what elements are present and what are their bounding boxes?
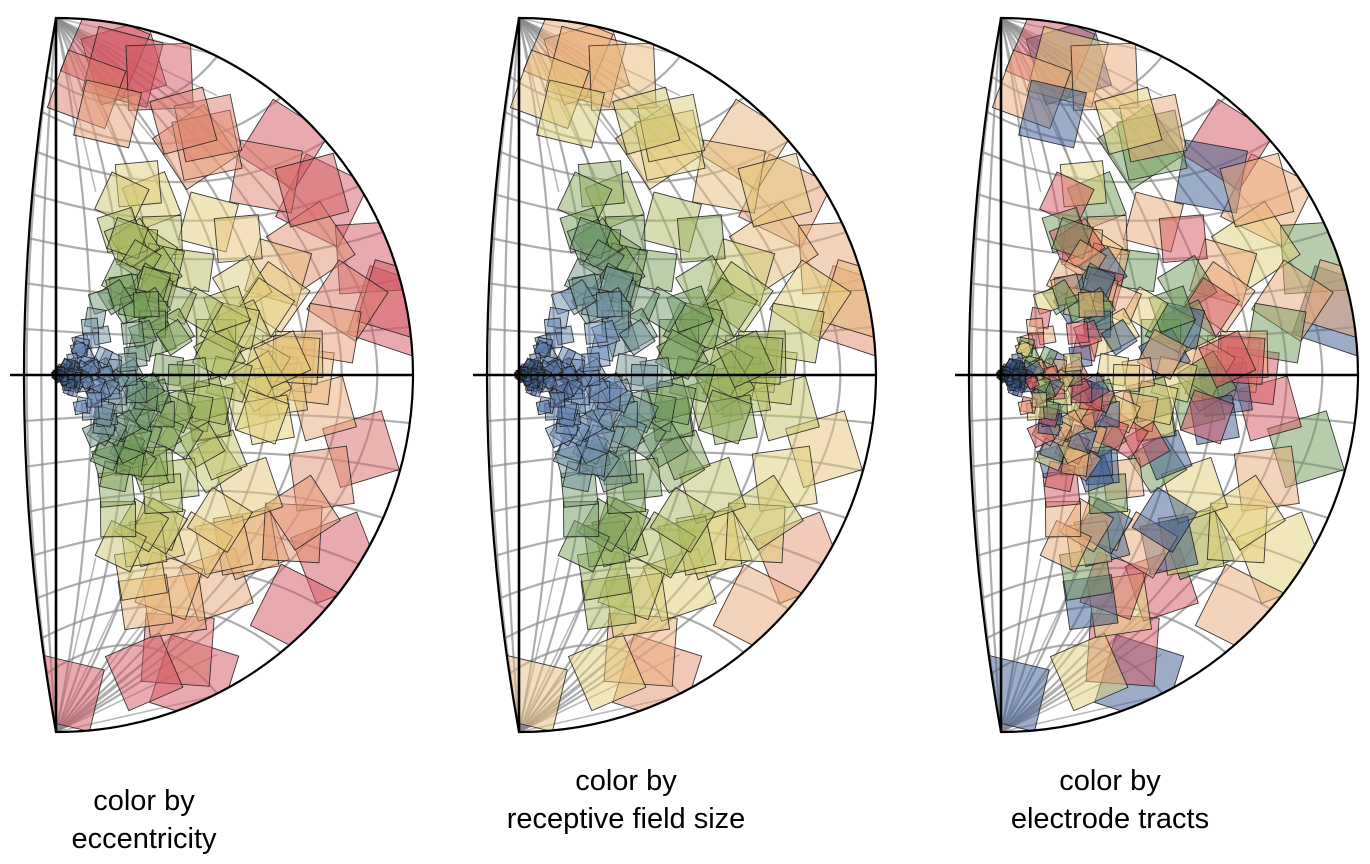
- receptive-field: [612, 86, 681, 155]
- receptive-field: [73, 79, 143, 149]
- receptive-field: [1024, 374, 1040, 391]
- receptive-field: [1158, 214, 1208, 264]
- receptive-field: [727, 474, 804, 551]
- receptive-field: [567, 632, 647, 712]
- receptive-field: [649, 486, 717, 553]
- receptive-field: [264, 474, 341, 551]
- receptive-field: [186, 486, 254, 553]
- receptive-field: [1179, 389, 1235, 445]
- receptive-field: [155, 318, 193, 356]
- receptive-field: [72, 399, 89, 416]
- receptive-fields: [972, 18, 1358, 732]
- receptive-field: [1094, 86, 1163, 155]
- receptive-field: [1131, 486, 1199, 553]
- receptive-field: [1049, 632, 1129, 712]
- receptive-field: [1100, 318, 1138, 356]
- receptive-field: [583, 320, 608, 345]
- caption-receptive-field-size: color by receptive field size: [476, 762, 776, 838]
- visual-field-panel-electrode-tracts: [955, 16, 1360, 734]
- caption-line-1: color by: [93, 785, 195, 817]
- receptive-field: [253, 330, 312, 389]
- receptive-field: [697, 389, 753, 445]
- receptive-field: [542, 374, 558, 391]
- caption-line-2: eccentricity: [71, 823, 217, 855]
- receptive-field: [556, 345, 577, 366]
- receptive-field: [1112, 363, 1141, 392]
- hemifield-outline: [22, 16, 415, 734]
- hemifield-outline: [485, 16, 878, 734]
- receptive-field: [132, 291, 160, 318]
- receptive-field: [595, 291, 623, 318]
- receptive-field: [104, 632, 184, 712]
- receptive-field: [716, 330, 775, 389]
- receptive-field: [149, 86, 218, 155]
- receptive-field: [1198, 330, 1257, 389]
- receptive-field: [676, 214, 726, 264]
- receptive-field: [535, 399, 552, 416]
- receptive-field: [234, 389, 290, 445]
- receptive-field: [86, 392, 103, 408]
- receptive-field: [1065, 320, 1090, 345]
- caption-eccentricity: color by eccentricity: [14, 782, 274, 858]
- receptive-field: [1219, 152, 1295, 228]
- receptive-field: [630, 363, 659, 392]
- receptive-field: [549, 392, 566, 408]
- caption-line-1: color by: [575, 765, 677, 797]
- receptive-field: [536, 79, 606, 149]
- receptive-field: [1209, 474, 1286, 551]
- receptive-field: [1018, 79, 1088, 149]
- caption-line-2: electrode tracts: [1010, 803, 1210, 835]
- receptive-field: [1017, 399, 1034, 416]
- hemifield-outline: [967, 16, 1360, 734]
- receptive-field: [737, 152, 813, 228]
- receptive-field: [93, 345, 114, 366]
- caption-electrode-tracts: color by electrode tracts: [960, 762, 1260, 838]
- receptive-field: [213, 214, 263, 264]
- visual-field-panel-eccentricity: [10, 16, 415, 734]
- receptive-field: [79, 374, 95, 391]
- receptive-field: [1031, 392, 1048, 408]
- receptive-field: [167, 363, 196, 392]
- visual-field-panel-receptive-field-size: [473, 16, 878, 734]
- receptive-field: [1077, 291, 1105, 318]
- receptive-field: [1038, 345, 1059, 366]
- caption-line-2: receptive field size: [506, 803, 746, 835]
- caption-line-1: color by: [1059, 765, 1161, 797]
- receptive-fields: [27, 18, 413, 732]
- receptive-field: [618, 318, 656, 356]
- receptive-field: [274, 152, 350, 228]
- receptive-field: [120, 320, 145, 345]
